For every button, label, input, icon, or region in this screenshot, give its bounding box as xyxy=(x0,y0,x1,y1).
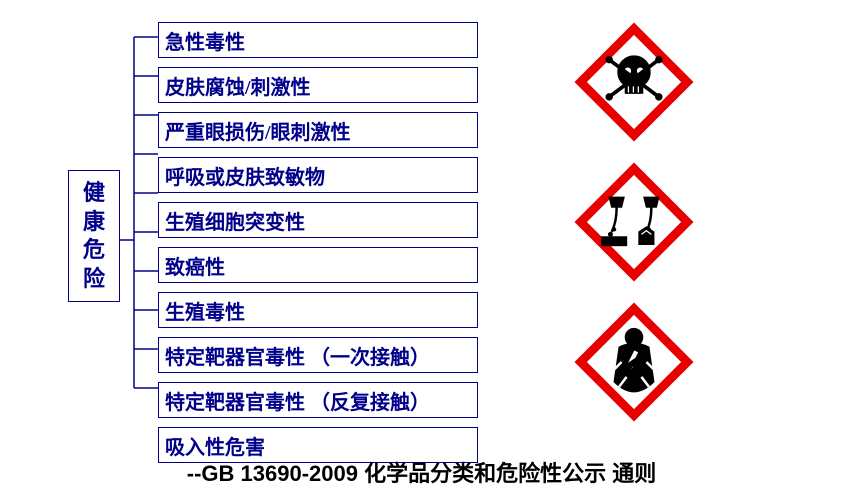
ghs-pictogram xyxy=(572,20,696,149)
hazard-item-label: 严重眼损伤/眼刺激性 xyxy=(165,122,351,144)
hazard-item-box: 特定靶器官毒性 （反复接触） xyxy=(158,382,478,418)
hazard-item-box: 特定靶器官毒性 （一次接触） xyxy=(158,337,478,373)
hazard-item-box: 皮肤腐蚀/刺激性 xyxy=(158,67,478,103)
hazard-item-label: 致癌性 xyxy=(165,257,225,279)
hazard-item-box: 生殖细胞突变性 xyxy=(158,202,478,238)
hazard-item-label: 呼吸或皮肤致敏物 xyxy=(165,167,325,189)
hazard-item-box: 生殖毒性 xyxy=(158,292,478,328)
root-category-label: 健康危险 xyxy=(83,180,105,291)
hazard-item-box: 严重眼损伤/眼刺激性 xyxy=(158,112,478,148)
hazard-items-column: 急性毒性皮肤腐蚀/刺激性严重眼损伤/眼刺激性呼吸或皮肤致敏物生殖细胞突变性致癌性… xyxy=(158,22,478,472)
ghs-pictogram xyxy=(572,300,696,429)
hazard-item-label: 生殖毒性 xyxy=(165,302,245,324)
hazard-item-box: 致癌性 xyxy=(158,247,478,283)
hazard-item-label: 皮肤腐蚀/刺激性 xyxy=(165,77,311,99)
hazard-item-label: 特定靶器官毒性 （反复接触） xyxy=(165,392,430,414)
ghs-pictogram xyxy=(572,160,696,289)
hazard-item-label: 特定靶器官毒性 （一次接触） xyxy=(165,347,430,369)
root-category-box: 健康危险 xyxy=(68,170,120,302)
hazard-item-label: 急性毒性 xyxy=(165,32,245,54)
footer-text: --GB 13690-2009 化学品分类和危险性公示 通则 xyxy=(187,461,656,486)
hazard-item-label: 生殖细胞突变性 xyxy=(165,212,305,234)
hazard-item-box: 急性毒性 xyxy=(158,22,478,58)
hazard-item-box: 呼吸或皮肤致敏物 xyxy=(158,157,478,193)
footer-citation: --GB 13690-2009 化学品分类和危险性公示 通则 xyxy=(0,456,843,488)
